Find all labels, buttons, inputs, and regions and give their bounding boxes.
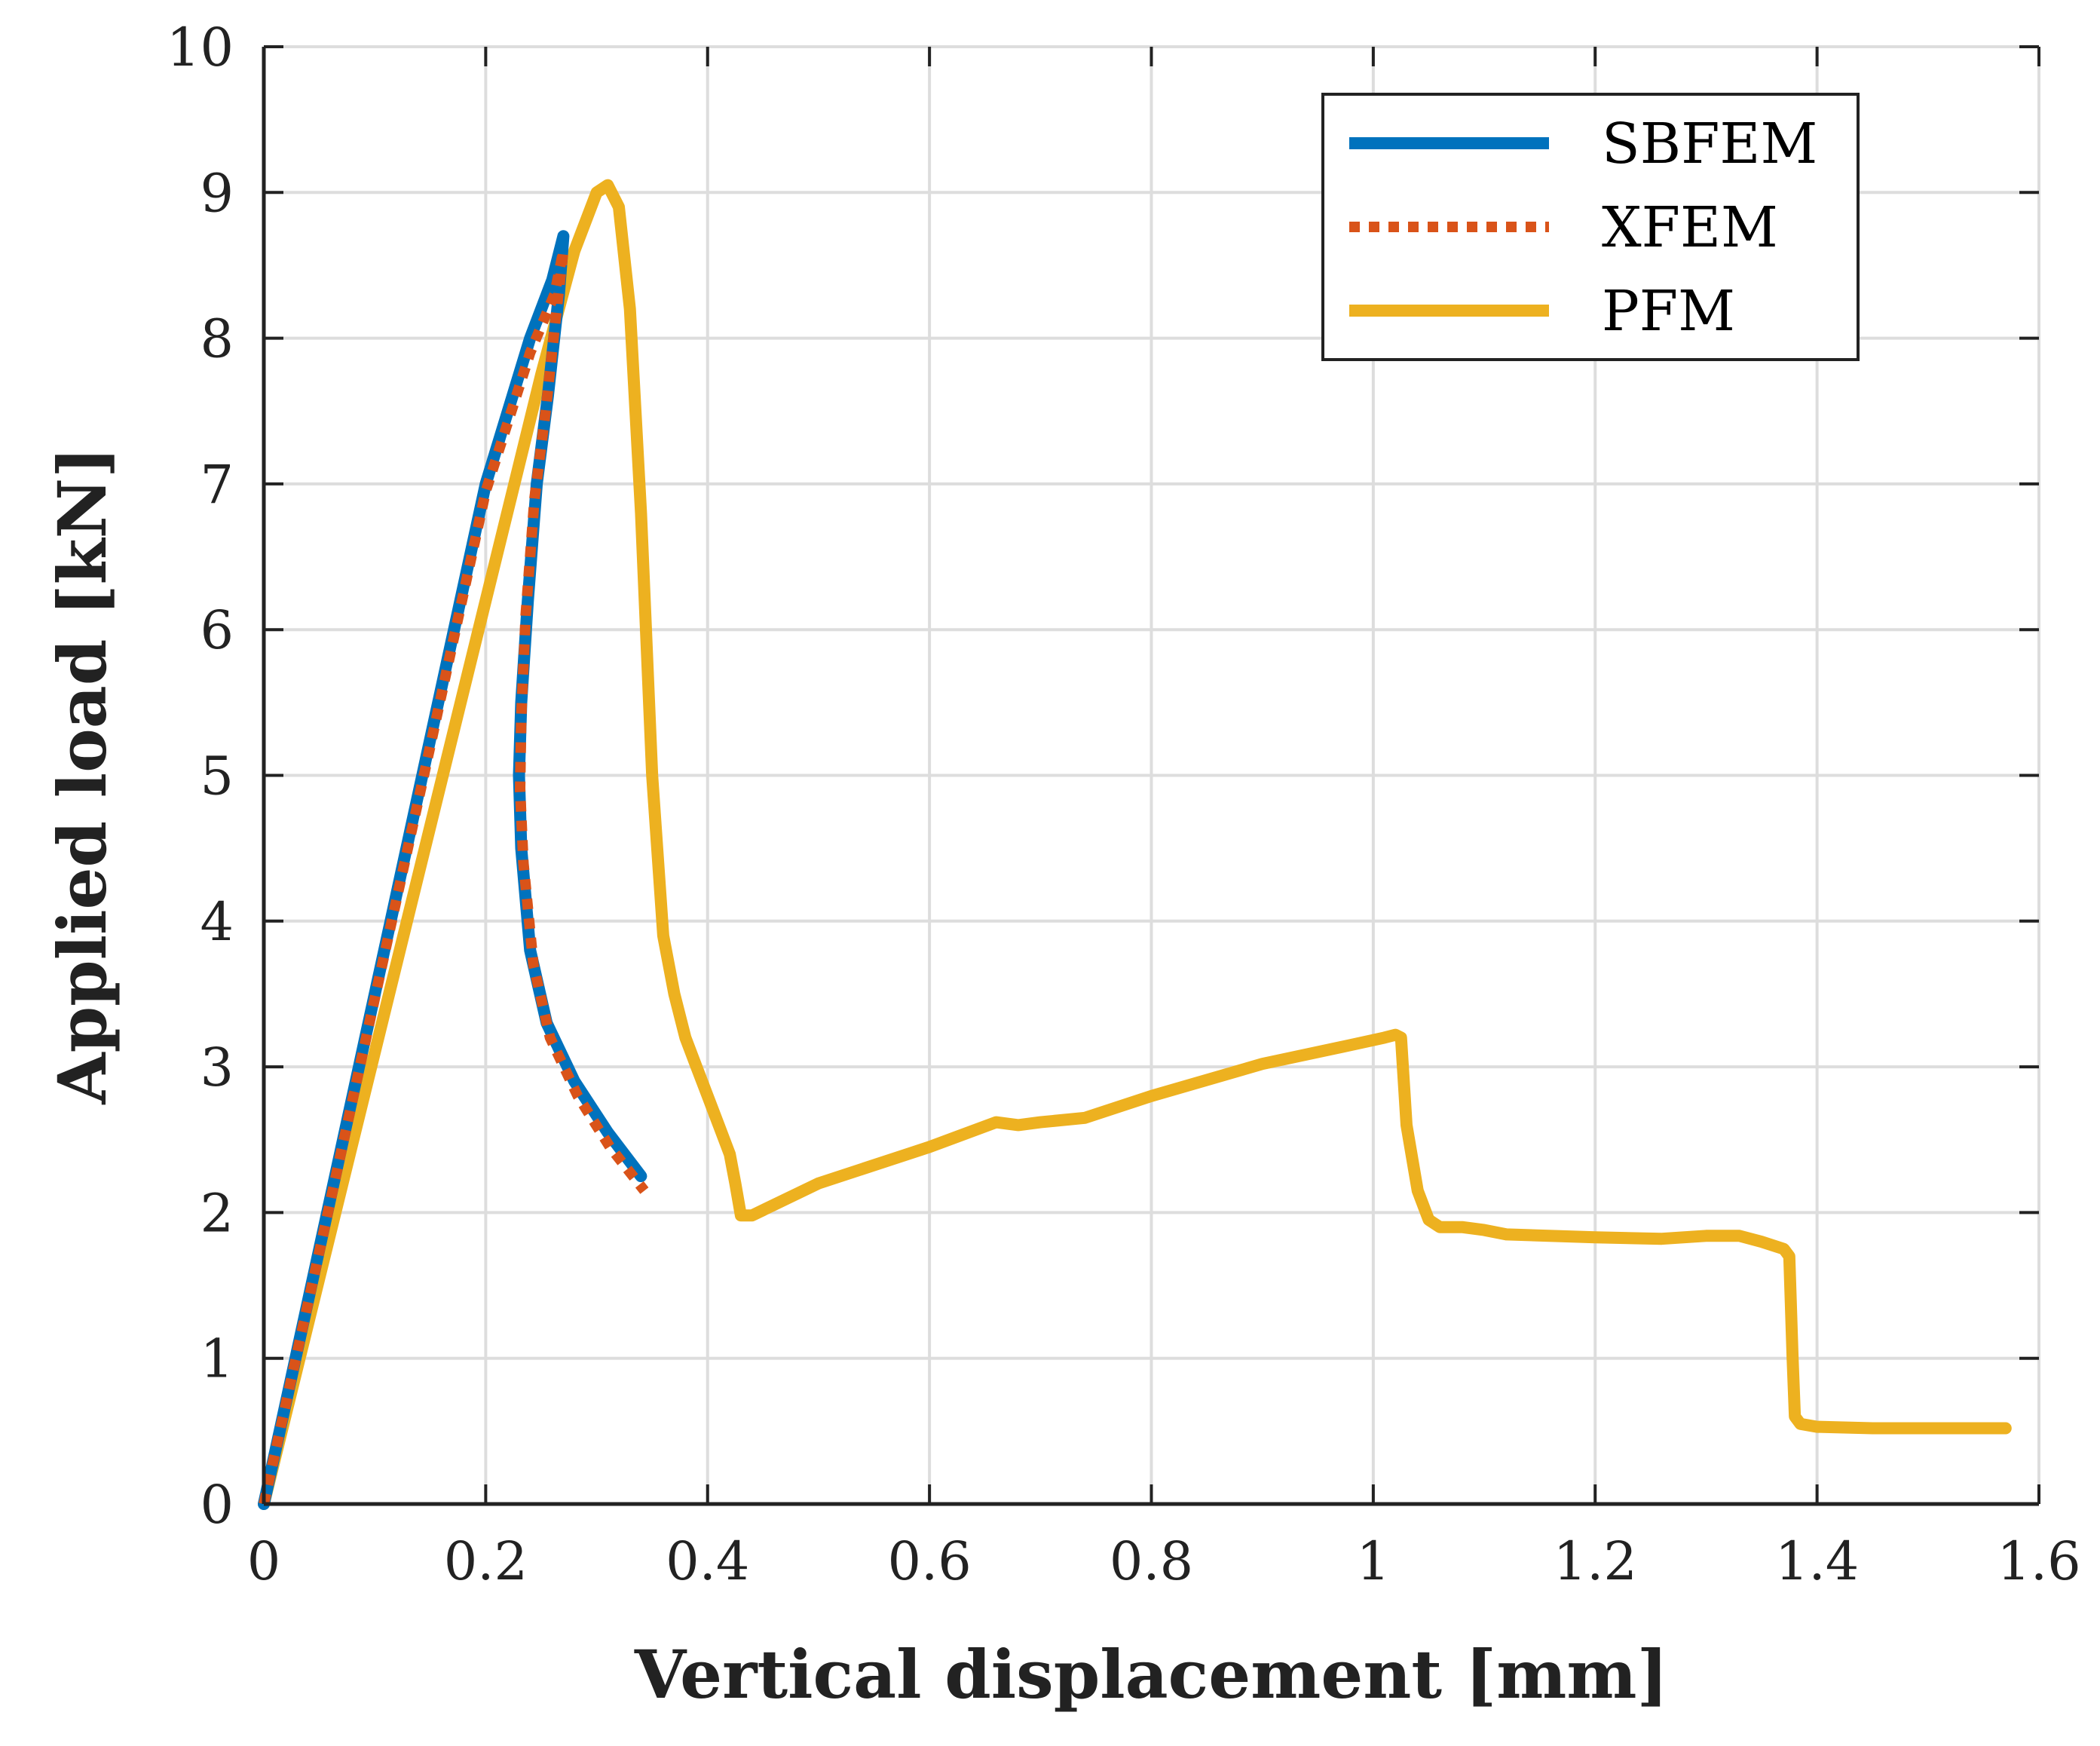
y-tick-label: 9 bbox=[200, 162, 234, 224]
x-tick-label: 0 bbox=[247, 1530, 281, 1592]
series-line-pfm bbox=[258, 179, 2012, 1510]
y-tick-label: 6 bbox=[200, 599, 234, 661]
x-axis-title: Vertical displacement [mm] bbox=[634, 1635, 1668, 1714]
legend-label-pfm: PFM bbox=[1602, 279, 1735, 344]
y-tick-label: 8 bbox=[200, 308, 234, 370]
series-layer bbox=[258, 179, 2012, 1510]
y-tick-label: 1 bbox=[200, 1328, 234, 1390]
y-tick-label: 0 bbox=[200, 1474, 234, 1536]
y-tick-label: 4 bbox=[200, 891, 234, 953]
legend: SBFEM XFEM PFM bbox=[1321, 93, 1860, 361]
x-tick-label: 1.2 bbox=[1554, 1530, 1637, 1592]
legend-label-xfem: XFEM bbox=[1602, 195, 1778, 260]
x-tick-label: 0.4 bbox=[666, 1530, 749, 1592]
legend-label-sbfem: SBFEM bbox=[1602, 112, 1817, 176]
x-tick-label: 1 bbox=[1357, 1530, 1391, 1592]
y-axis-title: Applied load [kN] bbox=[43, 446, 121, 1104]
x-tick-label: 0.2 bbox=[444, 1530, 528, 1592]
x-tick-label: 0.8 bbox=[1110, 1530, 1193, 1592]
x-tick-label: 0.6 bbox=[887, 1530, 971, 1592]
y-tick-label: 2 bbox=[200, 1182, 234, 1244]
ticks: 0 0.2 0.4 0.6 0.8 1 1.2 1.4 1.6 0 1 2 3 4 5 6 7 8 9 10 bbox=[167, 17, 2081, 1592]
y-tick-label: 10 bbox=[167, 17, 234, 78]
series-line-xfem bbox=[259, 245, 649, 1506]
x-tick-label: 1.4 bbox=[1775, 1530, 1859, 1592]
x-tick-label: 1.6 bbox=[1997, 1530, 2080, 1592]
y-tick-label: 3 bbox=[200, 1037, 234, 1098]
y-tick-label: 5 bbox=[200, 746, 234, 807]
y-tick-label: 7 bbox=[200, 454, 234, 516]
